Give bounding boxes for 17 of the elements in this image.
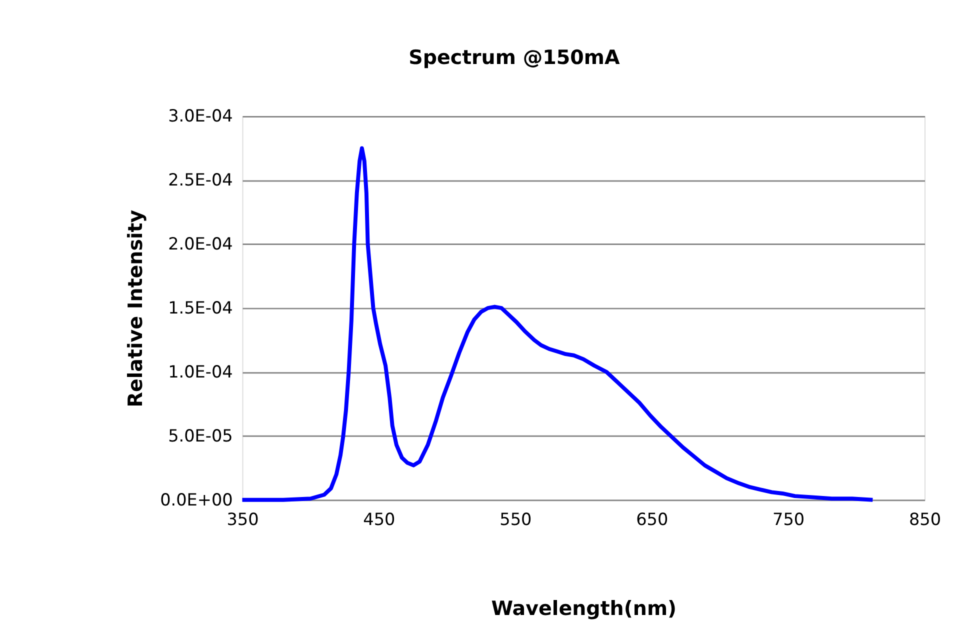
y-tick-label: 0.0E+00 [160,489,233,510]
x-axis-title: Wavelength(nm) [491,597,677,620]
x-tick-label: 350 [226,509,259,530]
y-tick-label: 2.0E-04 [168,234,233,254]
x-tick-label: 450 [363,509,396,530]
y-tick-label: 1.5E-04 [168,298,233,318]
y-tick-label: 1.0E-04 [168,361,233,382]
x-tick-label: 650 [636,509,668,530]
y-axis-title: Relative Intensity [124,210,148,408]
y-tick-label: 2.5E-04 [168,170,233,190]
y-tick-label: 5.0E-05 [168,425,233,446]
x-tick-label: 550 [500,509,532,530]
y-tick-label: 3.0E-04 [168,106,233,126]
x-tick-label: 850 [908,509,942,530]
line-series [240,146,875,502]
x-tick-label: 750 [772,509,805,530]
chart-title: Spectrum @150mA [408,46,620,69]
